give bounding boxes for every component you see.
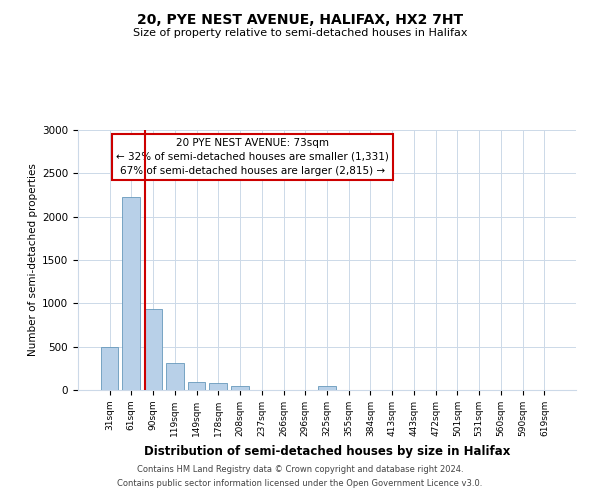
Bar bbox=[144, 308, 162, 390]
Bar bbox=[188, 382, 205, 390]
Bar bbox=[209, 382, 227, 390]
Text: Size of property relative to semi-detached houses in Halifax: Size of property relative to semi-detach… bbox=[133, 28, 467, 38]
Bar bbox=[122, 196, 140, 390]
Bar bbox=[101, 346, 118, 390]
Text: 20 PYE NEST AVENUE: 73sqm
← 32% of semi-detached houses are smaller (1,331)
67% : 20 PYE NEST AVENUE: 73sqm ← 32% of semi-… bbox=[116, 138, 389, 176]
Text: 20, PYE NEST AVENUE, HALIFAX, HX2 7HT: 20, PYE NEST AVENUE, HALIFAX, HX2 7HT bbox=[137, 12, 463, 26]
Text: Contains HM Land Registry data © Crown copyright and database right 2024.
Contai: Contains HM Land Registry data © Crown c… bbox=[118, 466, 482, 487]
Bar bbox=[318, 386, 336, 390]
Y-axis label: Number of semi-detached properties: Number of semi-detached properties bbox=[28, 164, 38, 356]
Text: Distribution of semi-detached houses by size in Halifax: Distribution of semi-detached houses by … bbox=[144, 444, 510, 458]
Bar bbox=[166, 363, 184, 390]
Bar bbox=[231, 386, 249, 390]
